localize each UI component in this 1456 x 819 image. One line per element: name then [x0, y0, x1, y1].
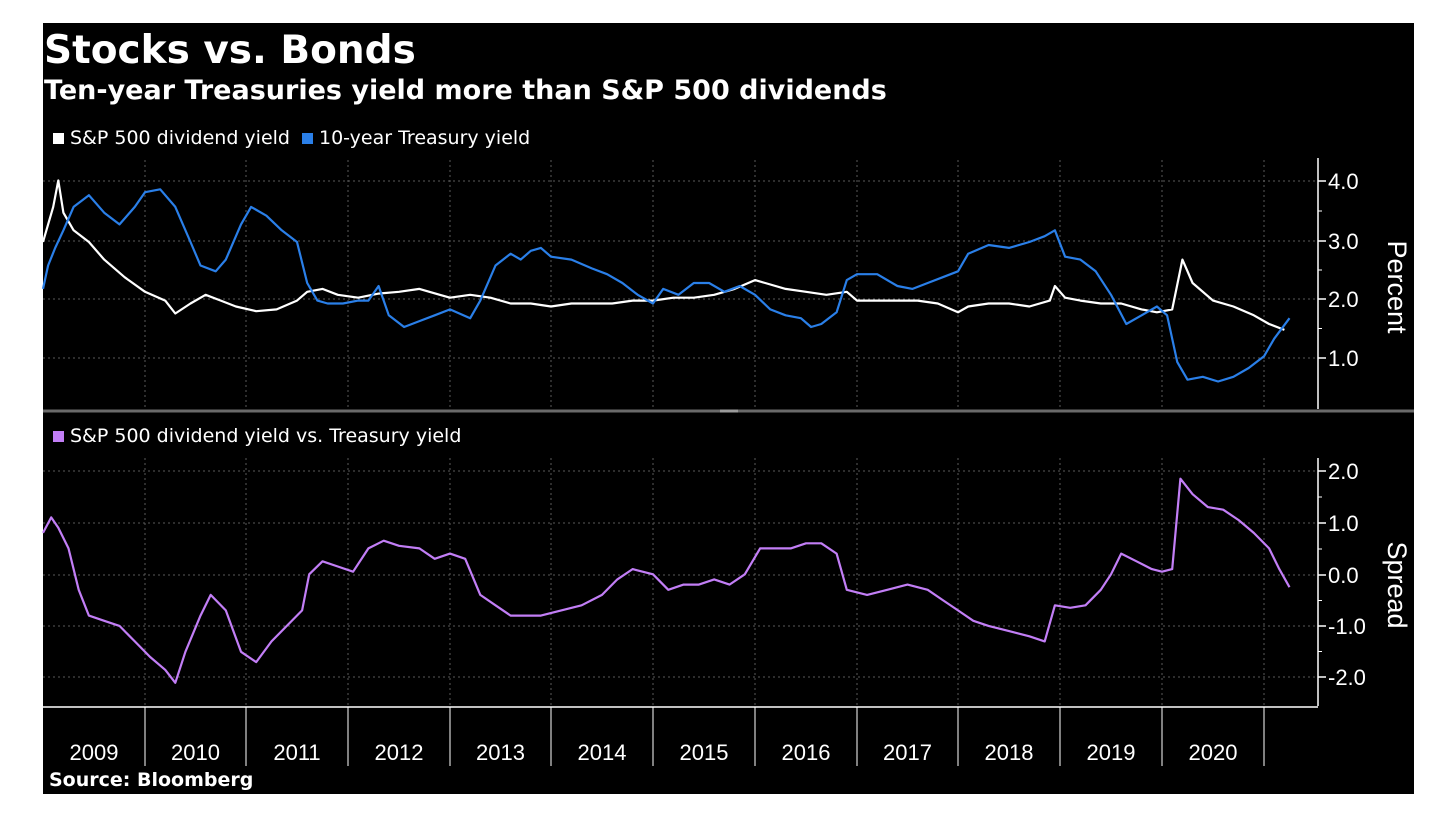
legend-item-treasury: 10-year Treasury yield: [301, 126, 531, 150]
x-tick-label: 2015: [680, 740, 729, 765]
series-line-s-p-500-dividend-yield-vs-treasury-yield: [42, 477, 1291, 684]
y-tick-label: -2.0: [1328, 665, 1366, 690]
legend-swatch-dividend: [53, 132, 64, 144]
legend-swatch-spread: [53, 430, 64, 442]
source-note: Source: Bloomberg: [49, 769, 254, 791]
legend-label-dividend: S&P 500 dividend yield: [70, 127, 290, 149]
legend-item-spread: S&P 500 dividend yield vs. Treasury yiel…: [53, 424, 461, 448]
x-tick-label: 2018: [985, 740, 1034, 765]
x-tick-label: 2013: [476, 740, 525, 765]
x-tick-label: 2009: [70, 740, 119, 765]
y-tick-label: 1.0: [1328, 511, 1359, 536]
y-tick-label: 1.0: [1328, 346, 1359, 371]
legend-swatch-treasury: [301, 132, 313, 144]
legend-label-treasury: 10-year Treasury yield: [318, 127, 531, 149]
x-tick-label: 2010: [171, 740, 220, 765]
y-tick-label: 0.0: [1328, 563, 1359, 588]
bottom-legend: S&P 500 dividend yield vs. Treasury yiel…: [53, 424, 473, 448]
legend-label-spread: S&P 500 dividend yield vs. Treasury yiel…: [70, 425, 462, 447]
y-tick-label: 2.0: [1328, 287, 1359, 312]
x-tick-label: 2011: [273, 740, 320, 765]
y-tick-label: 3.0: [1328, 229, 1359, 254]
y-tick-label: 4.0: [1328, 169, 1359, 194]
y-tick-label: -1.0: [1328, 614, 1366, 639]
series-line-10-year-treasury-yield: [41, 188, 1291, 383]
x-tick-label: 2012: [375, 740, 424, 765]
x-tick-label: 2017: [883, 740, 932, 765]
x-tick-label: 2016: [782, 740, 831, 765]
chart-title: Stocks vs. Bonds: [44, 28, 416, 73]
legend-item-dividend: S&P 500 dividend yield: [53, 126, 290, 150]
x-tick-label: 2020: [1189, 740, 1238, 765]
y-axis-title: Spread: [1382, 541, 1412, 628]
chart-subtitle: Ten-year Treasuries yield more than S&P …: [44, 75, 887, 106]
y-axis-title: Percent: [1382, 240, 1412, 334]
series-line-s-p-500-dividend-yield: [41, 179, 1285, 331]
y-tick-label: 2.0: [1328, 459, 1359, 484]
x-tick-label: 2014: [578, 740, 627, 765]
x-tick-label: 2019: [1087, 740, 1136, 765]
chart-panel: [43, 23, 1414, 794]
top-legend: S&P 500 dividend yield 10-year Treasury …: [53, 126, 542, 150]
